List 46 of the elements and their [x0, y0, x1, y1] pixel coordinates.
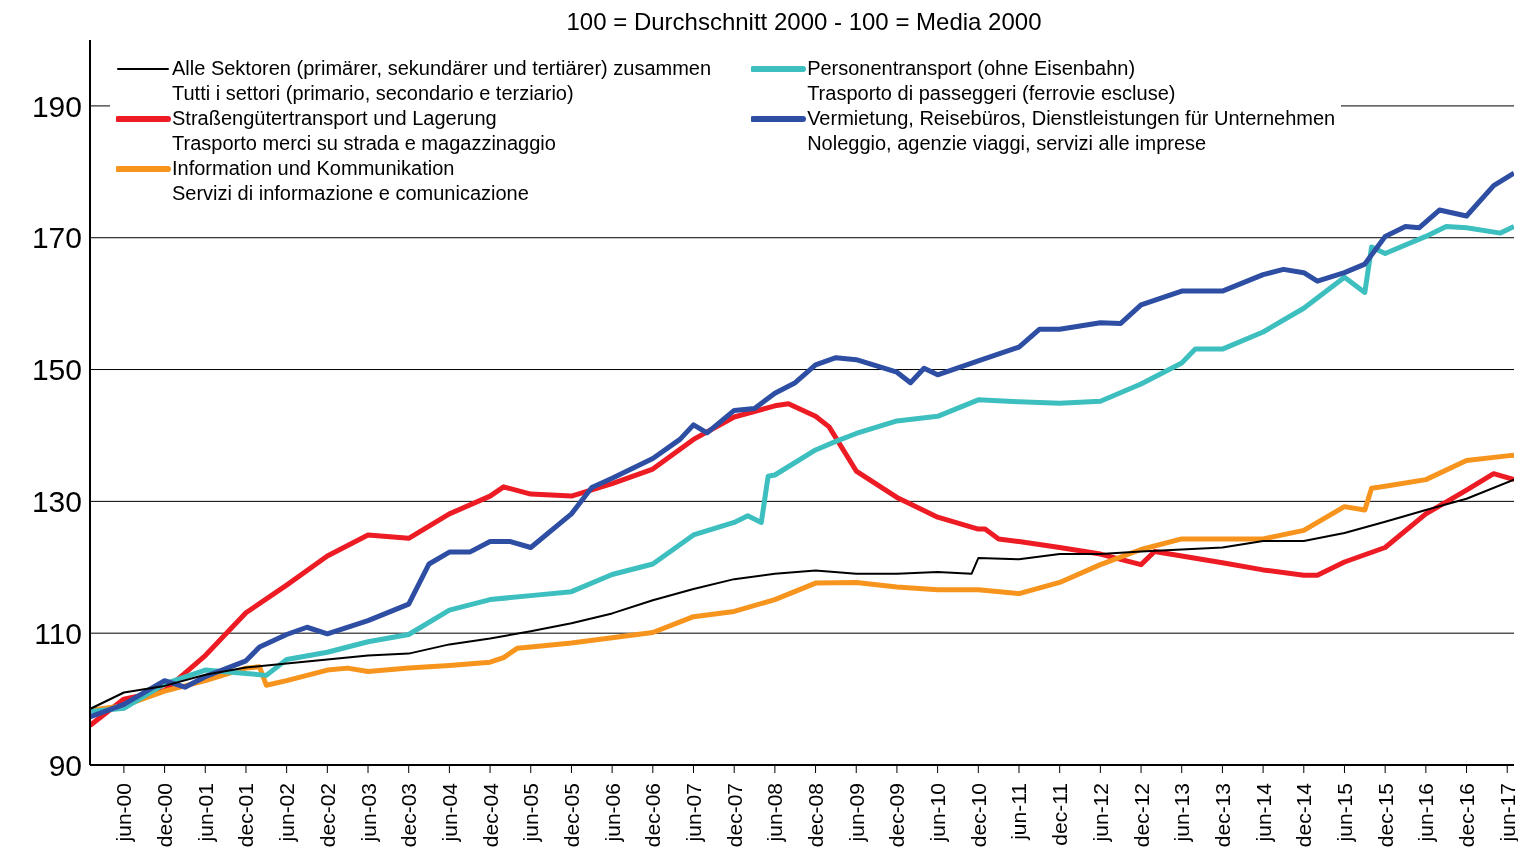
x-tick-label: dec-05	[559, 783, 583, 848]
x-tick-label: jun-08	[763, 783, 787, 843]
x-tick-label: jun-15	[1332, 783, 1356, 843]
x-tick-label: dec-11	[1048, 783, 1072, 846]
x-tick-label: dec-07	[722, 783, 746, 848]
chart-title: 100 = Durchschnitt 2000 - 100 = Media 2000	[565, 8, 1043, 36]
x-tick-label: dec-00	[153, 783, 177, 848]
legend-label: Information und Kommunikation Servizi di informazione e comunicazione	[172, 156, 529, 206]
x-tick-label: jun-13	[1170, 783, 1194, 843]
y-tick-label: 190	[31, 89, 82, 123]
x-tick-label: jun-11	[1007, 783, 1031, 841]
y-tick-label: 150	[31, 353, 82, 387]
x-tick-label: dec-10	[966, 783, 990, 848]
x-tick-label: jun-02	[275, 783, 299, 843]
y-tick-label: 110	[34, 616, 82, 650]
x-tick-label: jun-12	[1088, 783, 1112, 843]
x-tick-label: dec-02	[315, 783, 339, 848]
x-tick-label: jun-06	[600, 783, 624, 843]
legend-label: Alle Sektoren (primärer, sekundärer und tertiärer) zusammen Tutti i settori (primario, secondario e terziario)	[172, 56, 712, 106]
x-tick-label: jun-04	[437, 782, 461, 843]
y-tick-label: 170	[31, 221, 82, 255]
x-tick-label: jun-09	[844, 783, 868, 843]
x-tick-label: jun-05	[519, 783, 543, 843]
y-tick-label: 130	[31, 485, 82, 519]
x-tick-label: dec-16	[1455, 783, 1479, 848]
x-tick-label: dec-13	[1210, 783, 1234, 848]
legend-label: Straßengütertransport und Lagerung Trasporto merci su strada e magazzinaggio	[172, 106, 556, 156]
legend-label: Personentransport (ohne Eisenbahn) Trasporto di passeggeri (ferrovie escluse)	[807, 56, 1176, 106]
x-tick-label: jun-07	[682, 783, 705, 843]
x-tick-label: jun-10	[926, 783, 950, 843]
x-tick-label: dec-06	[641, 783, 665, 848]
x-tick-label: dec-15	[1373, 783, 1397, 848]
x-tick-label: dec-12	[1129, 783, 1153, 848]
y-tick-label: 90	[48, 748, 82, 782]
x-tick-label: dec-08	[804, 783, 828, 848]
x-tick-label: jun-03	[356, 783, 380, 843]
x-tick-label: jun-01	[193, 783, 217, 843]
x-tick-label: dec-03	[397, 783, 421, 848]
x-tick-label: dec-09	[885, 783, 909, 848]
x-tick-label: dec-14	[1292, 782, 1316, 848]
x-tick-label: jun-14	[1251, 782, 1275, 843]
x-tick-label: dec-04	[478, 782, 502, 848]
x-tick-label: dec-01	[234, 783, 258, 848]
x-tick-label: jun-16	[1414, 783, 1438, 843]
x-tick-label: jun-00	[112, 783, 136, 843]
legend-label: Vermietung, Reisebüros, Dienstleistungen für Unternehmen Noleggio, agenzie viaggi, servizi alle imprese	[807, 106, 1336, 156]
